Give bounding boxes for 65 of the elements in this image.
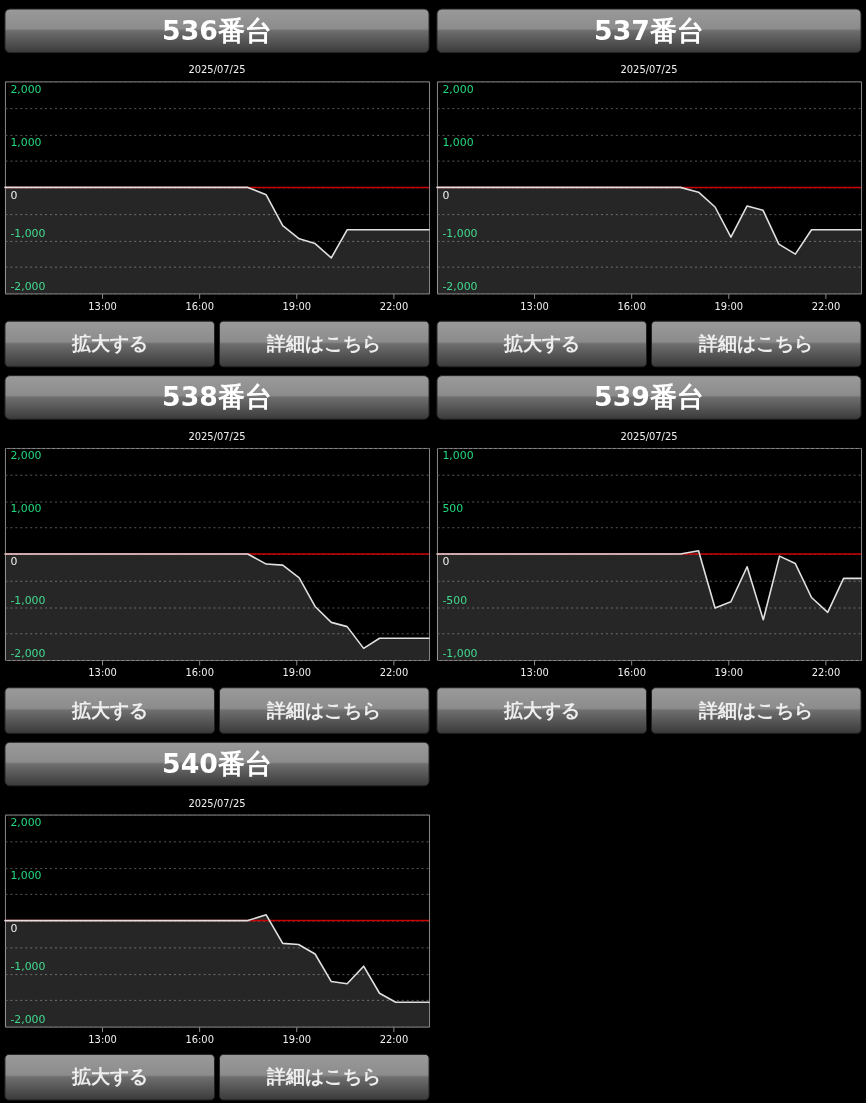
y-tick-label: 2,000 [442,82,474,96]
y-tick-label: -500 [442,593,468,607]
x-tick-label: 13:00 [88,667,117,679]
text: 詳細はこちら [698,332,814,354]
chart-title: 538番台 [162,381,272,413]
y-tick-label: 0 [442,555,450,569]
text: 拡大する [502,332,580,354]
x-tick-label: 22:00 [379,1033,409,1045]
y-tick-label: 0 [10,188,18,202]
y-tick-label: 0 [10,555,18,569]
x-tick-label: 16:00 [185,1033,214,1045]
y-tick-label: -1,000 [10,226,46,240]
y-tick-label: -1,000 [10,593,46,607]
x-tick-label: 16:00 [185,300,214,312]
chart-title: 536番台 [162,14,272,46]
y-tick-label: 1,000 [442,135,474,149]
text: 詳細はこちら [698,699,814,721]
y-tick-label: 2,000 [10,449,42,463]
y-tick-label: 1,000 [442,449,474,463]
x-tick-label: 22:00 [811,667,841,679]
chart-subtitle: 2025/07/25 [188,64,246,76]
chart-subtitle: 2025/07/25 [620,64,678,76]
x-tick-label: 22:00 [379,300,409,312]
text: 拡大する [70,332,148,354]
x-tick-label: 16:00 [617,300,646,312]
y-tick-label: -2,000 [442,279,478,293]
chart-title: 540番台 [162,747,272,779]
x-tick-label: 13:00 [520,667,549,679]
y-tick-label: 500 [442,502,464,516]
text: 拡大する [70,1066,148,1088]
chart-title: 539番台 [594,381,704,413]
text: 拡大する [70,699,148,721]
y-tick-label: -2,000 [10,646,46,660]
chart-title: 537番台 [594,14,704,46]
y-tick-label: 0 [10,922,18,936]
x-tick-label: 19:00 [282,300,312,312]
y-tick-label: 0 [442,188,450,202]
y-tick-label: 2,000 [10,815,42,829]
x-tick-label: 22:00 [811,300,841,312]
x-tick-label: 19:00 [282,1033,312,1045]
x-tick-label: 13:00 [88,300,117,312]
text: 拡大する [502,699,580,721]
y-tick-label: -1,000 [442,646,478,660]
x-tick-label: 13:00 [520,300,549,312]
x-tick-label: 19:00 [714,300,744,312]
y-tick-label: 1,000 [10,869,42,882]
y-tick-label: -1,000 [442,226,478,240]
text: 詳細はこちら [266,699,382,721]
x-tick-label: 16:00 [617,667,646,679]
y-tick-label: -1,000 [10,960,46,974]
chart-subtitle: 2025/07/25 [188,797,246,809]
y-tick-label: -2,000 [10,279,46,293]
text: 詳細はこちら [266,332,382,354]
x-tick-label: 16:00 [185,667,214,679]
y-tick-label: -2,000 [10,1013,46,1027]
x-tick-label: 19:00 [282,667,312,679]
x-tick-label: 19:00 [714,667,744,679]
chart-subtitle: 2025/07/25 [188,431,246,443]
x-tick-label: 13:00 [88,1033,117,1045]
chart-subtitle: 2025/07/25 [620,431,678,443]
y-tick-label: 2,000 [10,82,42,96]
y-tick-label: 1,000 [10,135,42,149]
x-tick-label: 22:00 [379,667,409,679]
y-tick-label: 1,000 [10,502,42,516]
text: 詳細はこちら [266,1066,382,1088]
